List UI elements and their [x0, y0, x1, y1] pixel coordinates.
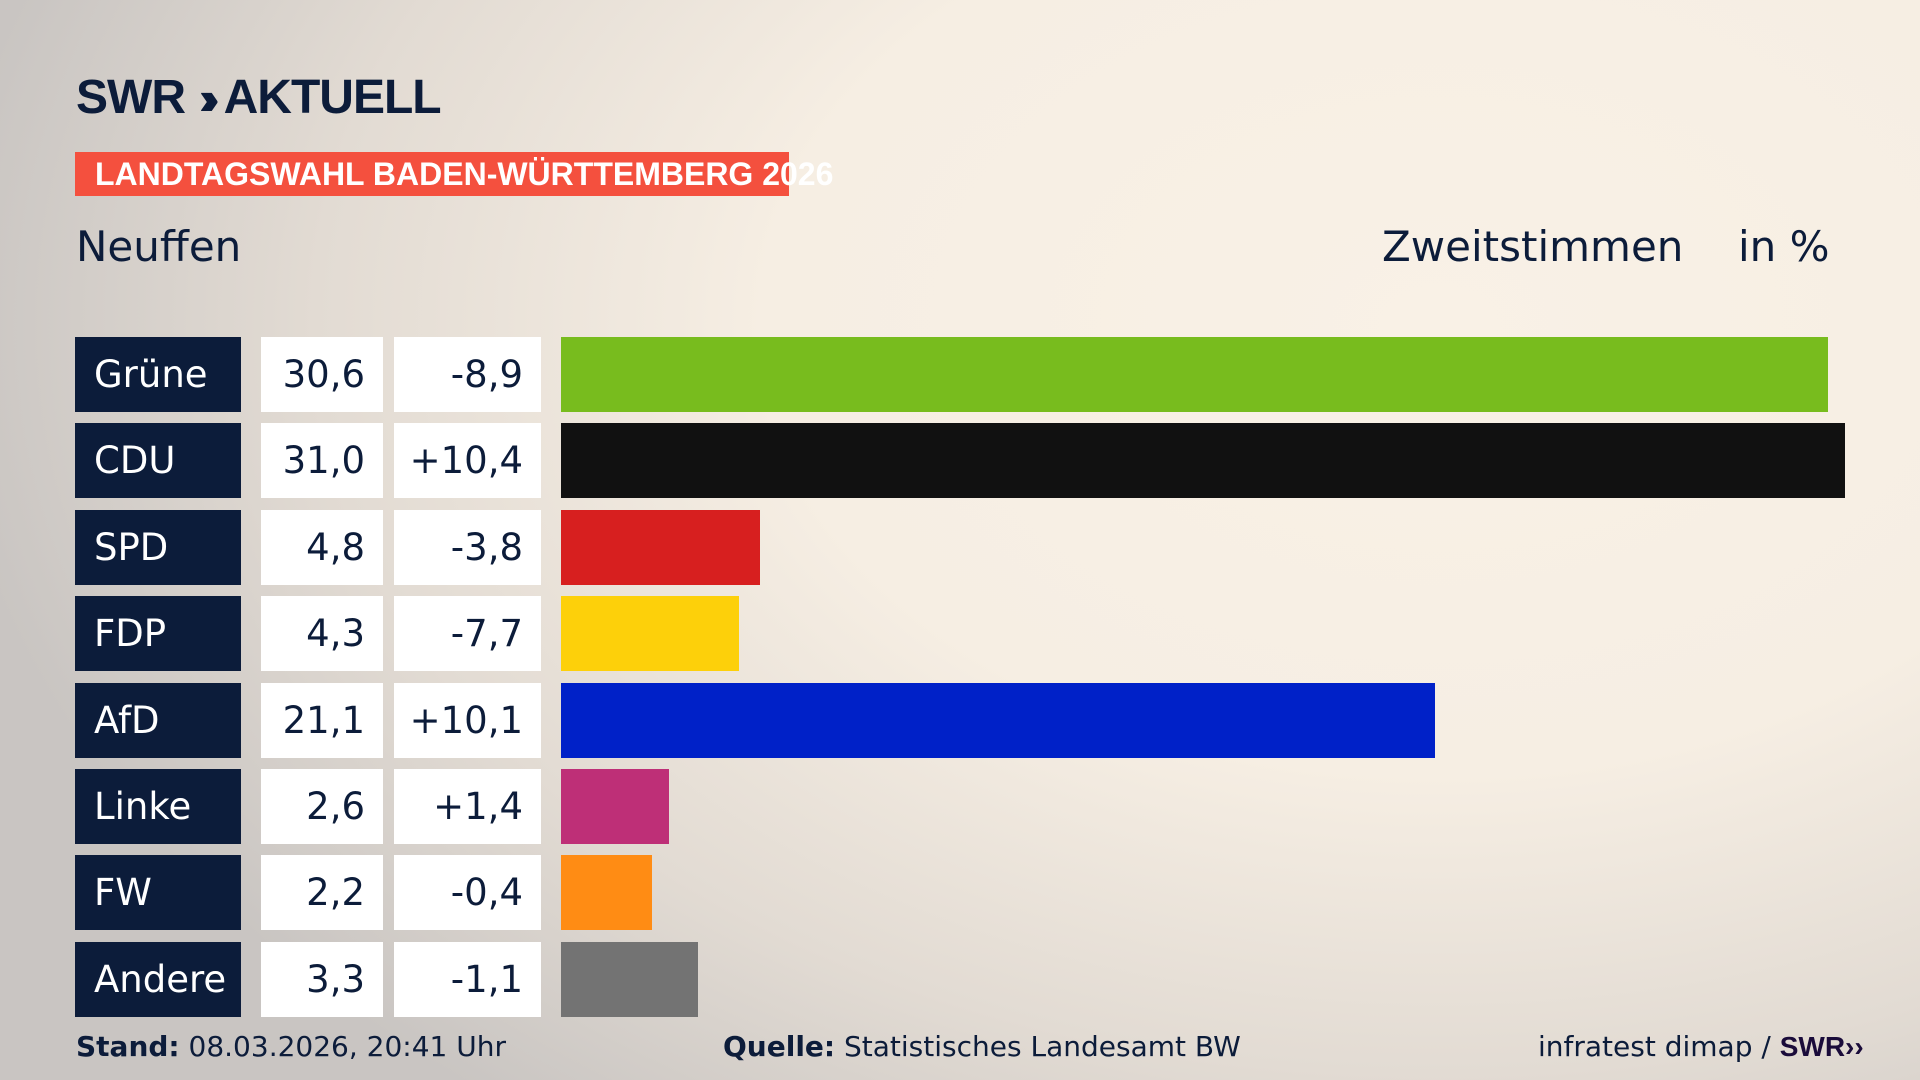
- source: Quelle: Statistisches Landesamt BW: [723, 1030, 1241, 1063]
- timestamp: Stand: 08.03.2026, 20:41 Uhr: [76, 1030, 506, 1063]
- party-label: FDP: [75, 596, 241, 672]
- measure-label: Zweitstimmen: [1382, 222, 1684, 271]
- bar: [561, 509, 760, 585]
- bar: [561, 682, 1435, 758]
- unit-label: in %: [1738, 222, 1830, 271]
- value-label: 4,3: [261, 596, 383, 672]
- diff-label: +1,4: [394, 769, 541, 844]
- bar: [561, 941, 698, 1017]
- value-label: 4,8: [261, 509, 383, 585]
- party-label: CDU: [75, 423, 241, 499]
- source-value: Statistisches Landesamt BW: [844, 1030, 1241, 1063]
- swr-aktuell-logo: SWR ›› AKTUELL: [76, 71, 442, 124]
- place-title: Neuffen: [76, 222, 242, 271]
- election-banner: LANDTAGSWAHL BADEN-WÜRTTEMBERG 2026: [75, 152, 833, 196]
- result-row: Andere 3,3 -1,1: [0, 941, 1920, 1017]
- value-label: 30,6: [261, 337, 383, 412]
- result-row: SPD 4,8 -3,8: [0, 509, 1920, 585]
- result-row: AfD 21,1 +10,1: [0, 682, 1920, 758]
- value-label: 2,2: [261, 855, 383, 931]
- diff-label: -0,4: [394, 855, 541, 931]
- result-row: CDU 31,0 +10,4: [0, 423, 1920, 499]
- party-label: Linke: [75, 769, 241, 844]
- credit-text: infratest dimap /: [1538, 1030, 1771, 1063]
- credit: infratest dimap / SWR››: [1538, 1030, 1864, 1063]
- bar: [561, 855, 653, 931]
- stand-label: Stand:: [76, 1030, 180, 1063]
- result-row: FDP 4,3 -7,7: [0, 596, 1920, 672]
- bar: [561, 423, 1846, 499]
- value-label: 2,6: [261, 769, 383, 844]
- diff-label: +10,1: [394, 682, 541, 758]
- party-label: SPD: [75, 509, 241, 585]
- result-row: FW 2,2 -0,4: [0, 855, 1920, 931]
- party-label: AfD: [75, 682, 241, 758]
- source-label: Quelle:: [723, 1030, 836, 1063]
- swr-small-logo: SWR››: [1779, 1031, 1864, 1062]
- party-label: Andere: [75, 941, 241, 1017]
- diff-label: -3,8: [394, 509, 541, 585]
- diff-label: -1,1: [394, 941, 541, 1017]
- party-label: FW: [75, 855, 241, 931]
- diff-label: +10,4: [394, 423, 541, 499]
- bar: [561, 337, 1829, 412]
- diff-label: -8,9: [394, 337, 541, 412]
- stand-value: 08.03.2026, 20:41 Uhr: [188, 1030, 506, 1063]
- value-label: 21,1: [261, 682, 383, 758]
- value-label: 3,3: [261, 941, 383, 1017]
- result-row: Linke 2,6 +1,4: [0, 769, 1920, 844]
- value-label: 31,0: [261, 423, 383, 499]
- result-row: Grüne 30,6 -8,9: [0, 337, 1920, 412]
- bar: [561, 596, 740, 672]
- diff-label: -7,7: [394, 596, 541, 672]
- party-label: Grüne: [75, 337, 241, 412]
- bar: [561, 769, 669, 844]
